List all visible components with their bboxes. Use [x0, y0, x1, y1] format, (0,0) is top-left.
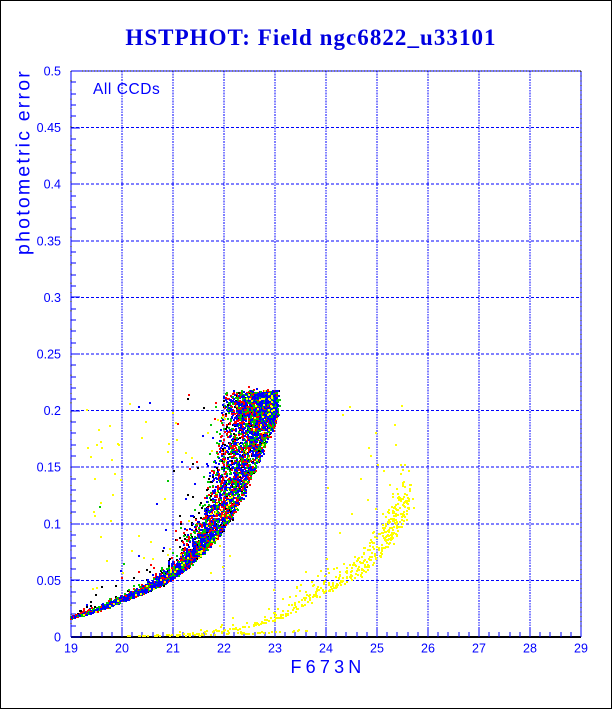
- svg-text:All CCDs: All CCDs: [93, 81, 160, 98]
- svg-text:28: 28: [523, 642, 537, 656]
- svg-text:0.2: 0.2: [44, 404, 61, 418]
- svg-text:27: 27: [472, 642, 486, 656]
- svg-text:0.25: 0.25: [37, 348, 61, 362]
- svg-text:19: 19: [64, 642, 78, 656]
- svg-text:0.4: 0.4: [44, 178, 61, 192]
- svg-text:20: 20: [115, 642, 129, 656]
- svg-text:21: 21: [166, 642, 180, 656]
- svg-text:0: 0: [54, 631, 61, 645]
- svg-text:photometric error: photometric error: [13, 69, 35, 255]
- svg-text:0.1: 0.1: [44, 517, 61, 531]
- svg-text:F673N: F673N: [290, 657, 365, 677]
- svg-text:25: 25: [370, 642, 384, 656]
- svg-text:24: 24: [319, 642, 333, 656]
- svg-text:0.3: 0.3: [44, 291, 61, 305]
- svg-text:0.45: 0.45: [37, 121, 61, 135]
- svg-text:23: 23: [268, 642, 282, 656]
- svg-text:26: 26: [421, 642, 435, 656]
- svg-text:29: 29: [574, 642, 588, 656]
- svg-text:0.35: 0.35: [37, 234, 61, 248]
- svg-text:0.15: 0.15: [37, 461, 61, 475]
- svg-text:0.05: 0.05: [37, 574, 61, 588]
- svg-text:22: 22: [217, 642, 231, 656]
- svg-text:0.5: 0.5: [44, 65, 61, 79]
